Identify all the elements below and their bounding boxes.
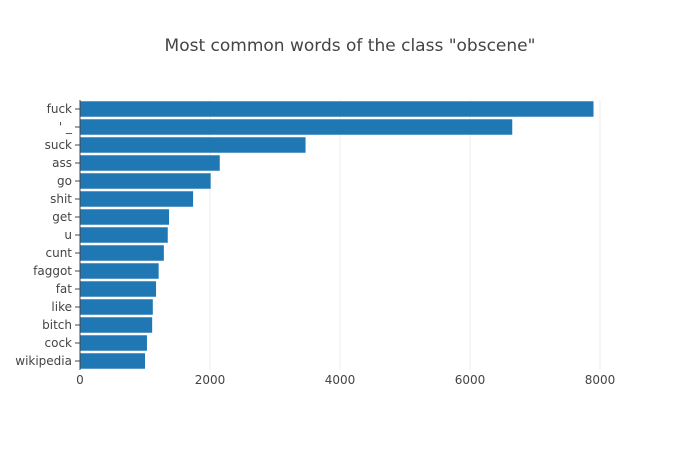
x-tick-label: 8000 — [585, 373, 616, 387]
y-tick-label: go — [57, 174, 72, 188]
bar-13 — [80, 335, 147, 351]
bar-2 — [80, 137, 306, 153]
bar-4 — [80, 173, 211, 189]
y-tick-label: get — [52, 210, 72, 224]
y-tick-label: ass — [52, 156, 72, 170]
y-tick-label: fuck — [47, 102, 72, 116]
y-tick-label: cock — [45, 336, 73, 350]
chart-title: Most common words of the class "obscene" — [165, 36, 536, 56]
y-tick-label: suck — [45, 138, 72, 152]
bar-8 — [80, 245, 164, 261]
bar-12 — [80, 317, 153, 333]
bar-10 — [80, 281, 157, 297]
bar-14 — [80, 353, 145, 369]
x-tick-label: 6000 — [455, 373, 486, 387]
x-tick-label: 2000 — [195, 373, 226, 387]
x-tick-labels: 0 2000 4000 6000 8000 — [76, 373, 615, 387]
y-tick-label: wikipedia — [15, 354, 72, 368]
bar-7 — [80, 227, 168, 243]
y-tick-label: u — [64, 228, 72, 242]
y-tick-labels: fuck ' _suck ass go shit get u cunt faggot fat lik… — [15, 102, 73, 368]
axes — [75, 100, 81, 370]
y-tick-label: like — [51, 300, 72, 314]
y-tick-label: ' _ — [59, 120, 73, 134]
bar-11 — [80, 299, 153, 315]
x-tick-label: 0 — [76, 373, 84, 387]
y-tick-label: shit — [50, 192, 72, 206]
bar-0 — [80, 101, 594, 117]
y-tick-label: fat — [56, 282, 73, 296]
y-tick-label: cunt — [45, 246, 72, 260]
bar-1 — [80, 119, 513, 135]
bars — [80, 101, 594, 369]
x-tick-label: 4000 — [325, 373, 356, 387]
bar-3 — [80, 155, 220, 171]
y-tick-label: bitch — [42, 318, 72, 332]
gridlines — [209, 100, 601, 370]
bar-9 — [80, 263, 159, 279]
bar-5 — [80, 191, 194, 207]
y-tick-label: faggot — [33, 264, 72, 278]
bar-6 — [80, 209, 170, 225]
